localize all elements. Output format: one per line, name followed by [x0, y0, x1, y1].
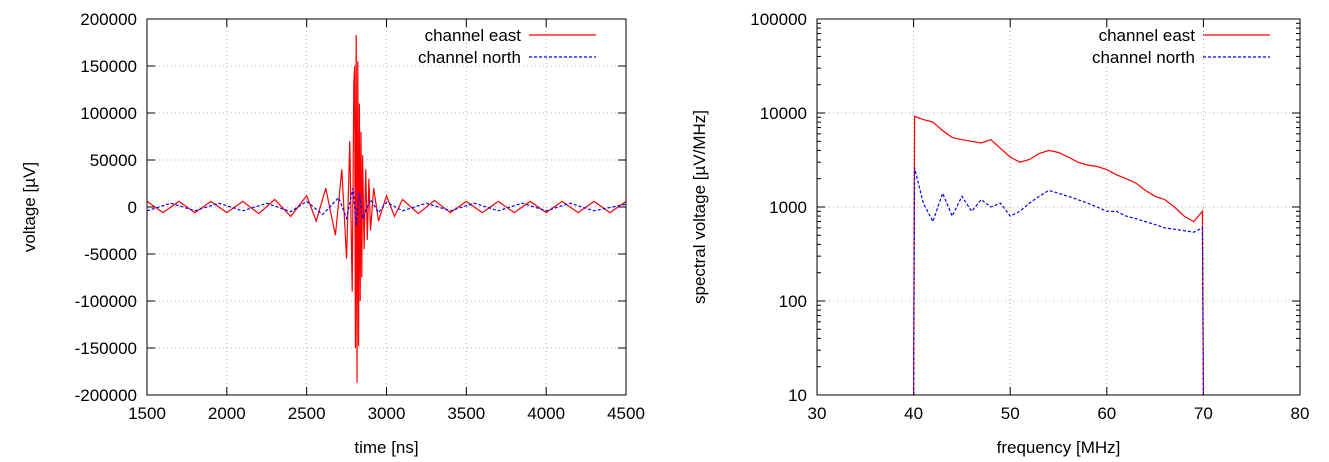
legend-label: channel north: [1092, 48, 1195, 67]
y-tick-label: -50000: [84, 245, 137, 264]
x-tick-label: 3500: [447, 404, 485, 423]
y-tick-label: 50000: [90, 151, 137, 170]
series-line-channel-north: [146, 188, 627, 226]
y-tick-label: -100000: [75, 292, 137, 311]
y-tick-label: 200000: [80, 10, 137, 29]
series-line-channel-east: [146, 34, 627, 383]
x-tick-label: 2000: [208, 404, 246, 423]
y-tick-label: 10000: [760, 104, 807, 123]
x-tick-label: 2500: [288, 404, 326, 423]
x-tick-label: 40: [904, 404, 923, 423]
y-tick-label: 100000: [750, 10, 807, 29]
y-tick-label: 0: [128, 198, 137, 217]
x-tick-label: 60: [1097, 404, 1116, 423]
legend-label: channel east: [425, 26, 522, 45]
x-tick-label: 50: [1001, 404, 1020, 423]
legend-label: channel north: [418, 48, 521, 67]
y-axis-label: spectral voltage [µV/MHz]: [690, 110, 709, 304]
series-line-channel-east: [912, 115, 1205, 396]
y-tick-label: 10: [788, 386, 807, 405]
series-line-channel-north: [912, 167, 1205, 396]
x-axis-label: time [ns]: [354, 438, 418, 457]
plot-frame: [146, 18, 627, 396]
x-tick-label: 4000: [527, 404, 565, 423]
chart-2: 30 40 50 60 70 80 10 100 1000 10000 100000 channel …: [690, 10, 1309, 457]
y-axis-label: voltage [µV]: [20, 162, 39, 252]
x-tick-label: 3000: [368, 404, 406, 423]
y-tick-label: 100000: [80, 104, 137, 123]
x-tick-label: 80: [1291, 404, 1310, 423]
x-tick-label: 70: [1194, 404, 1213, 423]
x-tick-label: 4500: [607, 404, 645, 423]
y-tick-label: 100: [779, 292, 807, 311]
y-tick-label: 150000: [80, 57, 137, 76]
chart-1: 1500 2000 2500 3000 3500 4000 4500 -200000 -1500…: [20, 10, 645, 457]
x-tick-label: 1500: [128, 404, 166, 423]
y-tick-label: -200000: [75, 386, 137, 405]
plot-frame: [816, 18, 1301, 396]
x-axis-label: frequency [MHz]: [997, 438, 1121, 457]
y-tick-label: 1000: [769, 198, 807, 217]
y-tick-label: -150000: [75, 339, 137, 358]
x-tick-label: 30: [808, 404, 827, 423]
legend-label: channel east: [1099, 26, 1196, 45]
